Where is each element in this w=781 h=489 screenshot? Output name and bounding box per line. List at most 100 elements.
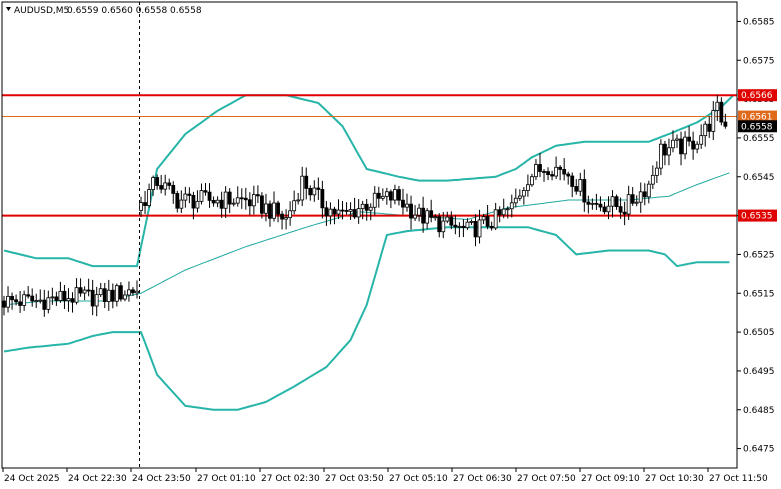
candle: [590, 198, 595, 210]
candle: [26, 286, 31, 299]
candle: [308, 185, 313, 201]
candle: [155, 174, 160, 190]
candle: [131, 287, 135, 296]
candle: [409, 195, 413, 230]
candle: [425, 208, 430, 229]
x-tick-label: 24 Oct 2025: [4, 474, 60, 484]
candle: [82, 286, 87, 301]
candle: [578, 172, 583, 197]
candle: [66, 288, 71, 312]
candle: [171, 181, 176, 204]
candle: [703, 121, 708, 147]
candle: [393, 184, 397, 205]
candle: [98, 282, 103, 297]
candle: [159, 174, 164, 194]
candle: [719, 97, 724, 126]
current-price-tag: 0.6558: [738, 120, 777, 133]
candle: [368, 203, 373, 221]
candle: [167, 178, 172, 190]
candle: [650, 165, 655, 190]
candle: [550, 170, 554, 181]
candle: [562, 158, 567, 181]
candle: [50, 287, 55, 305]
x-tick-label: 27 Oct 07:50: [517, 474, 576, 484]
candle: [179, 190, 184, 213]
candle: [530, 173, 534, 187]
candle: [538, 153, 542, 178]
candle: [630, 187, 635, 206]
candle: [292, 190, 297, 215]
candle: [328, 202, 333, 225]
candle: [614, 194, 619, 210]
candle: [638, 182, 643, 213]
candle: [34, 293, 39, 308]
x-tick-label: 27 Oct 11:50: [709, 474, 768, 484]
candle: [566, 171, 571, 185]
candle: [401, 188, 405, 215]
price-levels: [2, 2, 737, 468]
candle: [397, 185, 401, 206]
candle: [110, 283, 115, 309]
candle: [151, 175, 156, 196]
collapse-triangle-icon[interactable]: [6, 7, 11, 11]
ohlc-label: 0.6559 0.6560 0.6558 0.6558: [67, 6, 202, 16]
candle: [707, 116, 712, 138]
svg-text:0.6558: 0.6558: [741, 122, 773, 132]
candle: [542, 168, 546, 182]
candle: [663, 141, 667, 166]
candle: [324, 201, 329, 226]
candle: [493, 202, 498, 231]
candle: [695, 141, 700, 154]
candle: [22, 290, 27, 311]
candle: [272, 191, 276, 222]
candle: [489, 221, 494, 231]
candle: [264, 193, 268, 222]
candle: [348, 202, 353, 220]
candle: [187, 187, 192, 204]
candle: [211, 196, 216, 207]
candle: [14, 294, 18, 306]
candle: [574, 179, 579, 195]
candle: [239, 188, 244, 209]
candle: [352, 197, 357, 219]
candle: [360, 200, 365, 220]
y-tick-label: 0.6495: [743, 367, 775, 377]
candle: [114, 283, 119, 307]
time-axis: 24 Oct 2025 24 Oct 22:30 24 Oct 23:50 27 Oc…: [2, 468, 768, 484]
candle: [445, 211, 450, 224]
candle: [602, 202, 607, 215]
candle: [143, 190, 147, 214]
y-tick-label: 0.6475: [743, 445, 775, 455]
candle: [570, 172, 575, 198]
candle: [671, 130, 675, 153]
candle: [509, 194, 514, 218]
candle: [675, 134, 679, 148]
candle: [626, 185, 631, 220]
candle: [505, 206, 510, 219]
candle: [372, 186, 377, 216]
candle: [320, 180, 325, 219]
candle: [42, 289, 47, 317]
candle: [477, 209, 482, 244]
candle: [469, 219, 474, 225]
candle: [388, 189, 393, 209]
candle: [30, 288, 35, 307]
candle: [227, 188, 232, 214]
candle: [667, 138, 671, 166]
plot-frame: [1, 1, 738, 469]
candle: [251, 185, 256, 215]
candle: [598, 196, 603, 212]
candle: [453, 215, 458, 235]
candle: [316, 177, 321, 200]
upper-band-line: [3, 94, 735, 268]
candle: [481, 213, 486, 225]
candle: [521, 186, 526, 205]
candle: [86, 278, 91, 297]
candle: [284, 209, 289, 230]
candle: [526, 174, 530, 197]
candle: [558, 165, 563, 181]
candle: [78, 278, 83, 297]
candle: [437, 213, 442, 238]
candle: [501, 198, 506, 219]
candle: [618, 197, 623, 219]
